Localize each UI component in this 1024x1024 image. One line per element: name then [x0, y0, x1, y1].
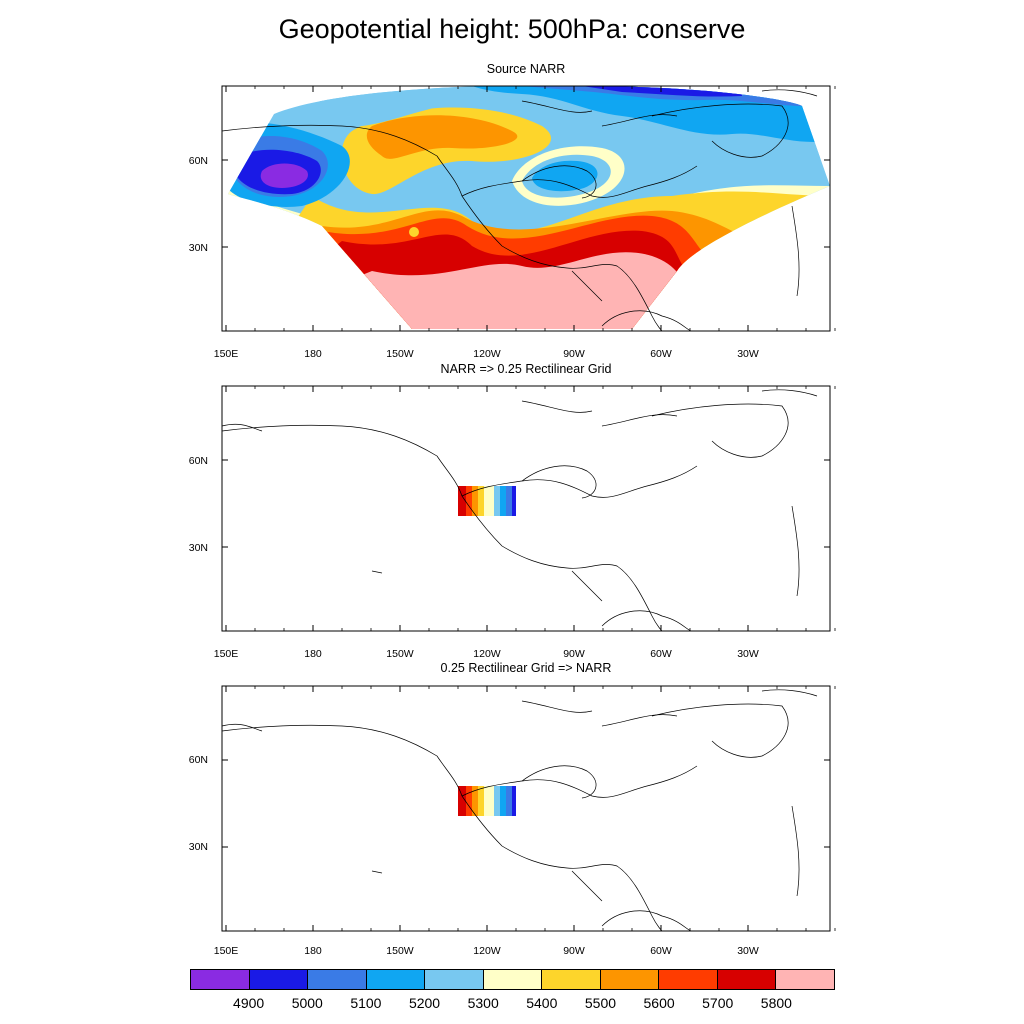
lon-label: 120W — [473, 648, 501, 660]
colorbar-box — [600, 970, 660, 989]
colorbar-label: 5000 — [291, 995, 323, 1011]
lat-label-30n: 30N — [188, 242, 208, 254]
lat-label-60n: 60N — [188, 155, 208, 167]
map-source-narr-svg — [221, 85, 836, 332]
height-field — [228, 86, 830, 329]
coastlines — [221, 89, 818, 332]
lon-label: 180 — [304, 945, 322, 957]
colorbar-box — [425, 970, 484, 989]
map-border — [221, 685, 831, 932]
lon-label: 30W — [737, 945, 759, 957]
regridded-field — [458, 486, 516, 516]
colorbar-box — [717, 970, 777, 989]
colorbar-box — [483, 970, 543, 989]
colorbar-box — [249, 970, 309, 989]
colorbar-box — [308, 970, 367, 989]
colorbar-label: 5600 — [643, 995, 675, 1011]
regridded-field — [458, 786, 516, 816]
panel-title-to-rect: NARR => 0.25 Rectilinear Grid — [440, 362, 612, 376]
colorbar-box — [776, 970, 835, 989]
lon-label: 90W — [563, 348, 585, 360]
colorbar-label: 4900 — [233, 995, 265, 1011]
panel-title-back: 0.25 Rectilinear Grid => NARR — [440, 661, 612, 675]
colorbar-label: 5100 — [350, 995, 382, 1011]
lat-label-30n: 30N — [188, 542, 208, 554]
lon-label: 60W — [650, 348, 672, 360]
colorbar — [190, 969, 835, 990]
lon-label: 30W — [737, 648, 759, 660]
colorbar-label: 5800 — [760, 995, 792, 1011]
lon-label: 30W — [737, 348, 759, 360]
lon-label: 150W — [386, 945, 414, 957]
lon-label: 90W — [563, 945, 585, 957]
map-narr-to-rect — [221, 385, 836, 632]
colorbar-box — [191, 970, 250, 989]
lat-label-30n: 30N — [188, 841, 208, 853]
colorbar-label: 5500 — [584, 995, 617, 1011]
map-ticks — [222, 386, 836, 631]
map-narr-to-rect-svg — [221, 385, 836, 632]
lon-label: 150E — [213, 648, 239, 660]
colorbar-label: 5300 — [467, 995, 499, 1011]
colorbar-label: 5700 — [702, 995, 734, 1011]
colorbar-label: 5200 — [408, 995, 441, 1011]
map-ticks — [222, 686, 836, 931]
map-ticks — [222, 86, 836, 331]
lon-label: 150E — [213, 945, 239, 957]
lat-label-60n: 60N — [188, 455, 208, 467]
colorbar-box — [542, 970, 601, 989]
lon-label: 180 — [304, 348, 322, 360]
map-rect-to-narr — [221, 685, 836, 932]
map-source-narr — [221, 85, 836, 332]
lon-label: 120W — [473, 348, 501, 360]
lon-label: 90W — [563, 648, 585, 660]
lon-label: 60W — [650, 945, 672, 957]
coastlines — [221, 689, 818, 932]
lon-label: 150W — [386, 348, 414, 360]
map-rect-to-narr-svg — [221, 685, 836, 932]
map-border — [221, 385, 831, 632]
panel-title-source: Source NARR — [486, 62, 566, 76]
lon-label: 120W — [473, 945, 501, 957]
map-border — [221, 85, 831, 332]
colorbar-box — [366, 970, 426, 989]
lon-label: 150W — [386, 648, 414, 660]
lon-label: 150E — [213, 348, 239, 360]
colorbar-box — [659, 970, 718, 989]
lon-label: 60W — [650, 648, 672, 660]
coastlines — [221, 389, 818, 632]
colorbar-label: 5400 — [526, 995, 558, 1011]
lat-label-60n: 60N — [188, 754, 208, 766]
figure-title: Geopotential height: 500hPa: conserve — [278, 14, 746, 44]
lon-label: 180 — [304, 648, 322, 660]
